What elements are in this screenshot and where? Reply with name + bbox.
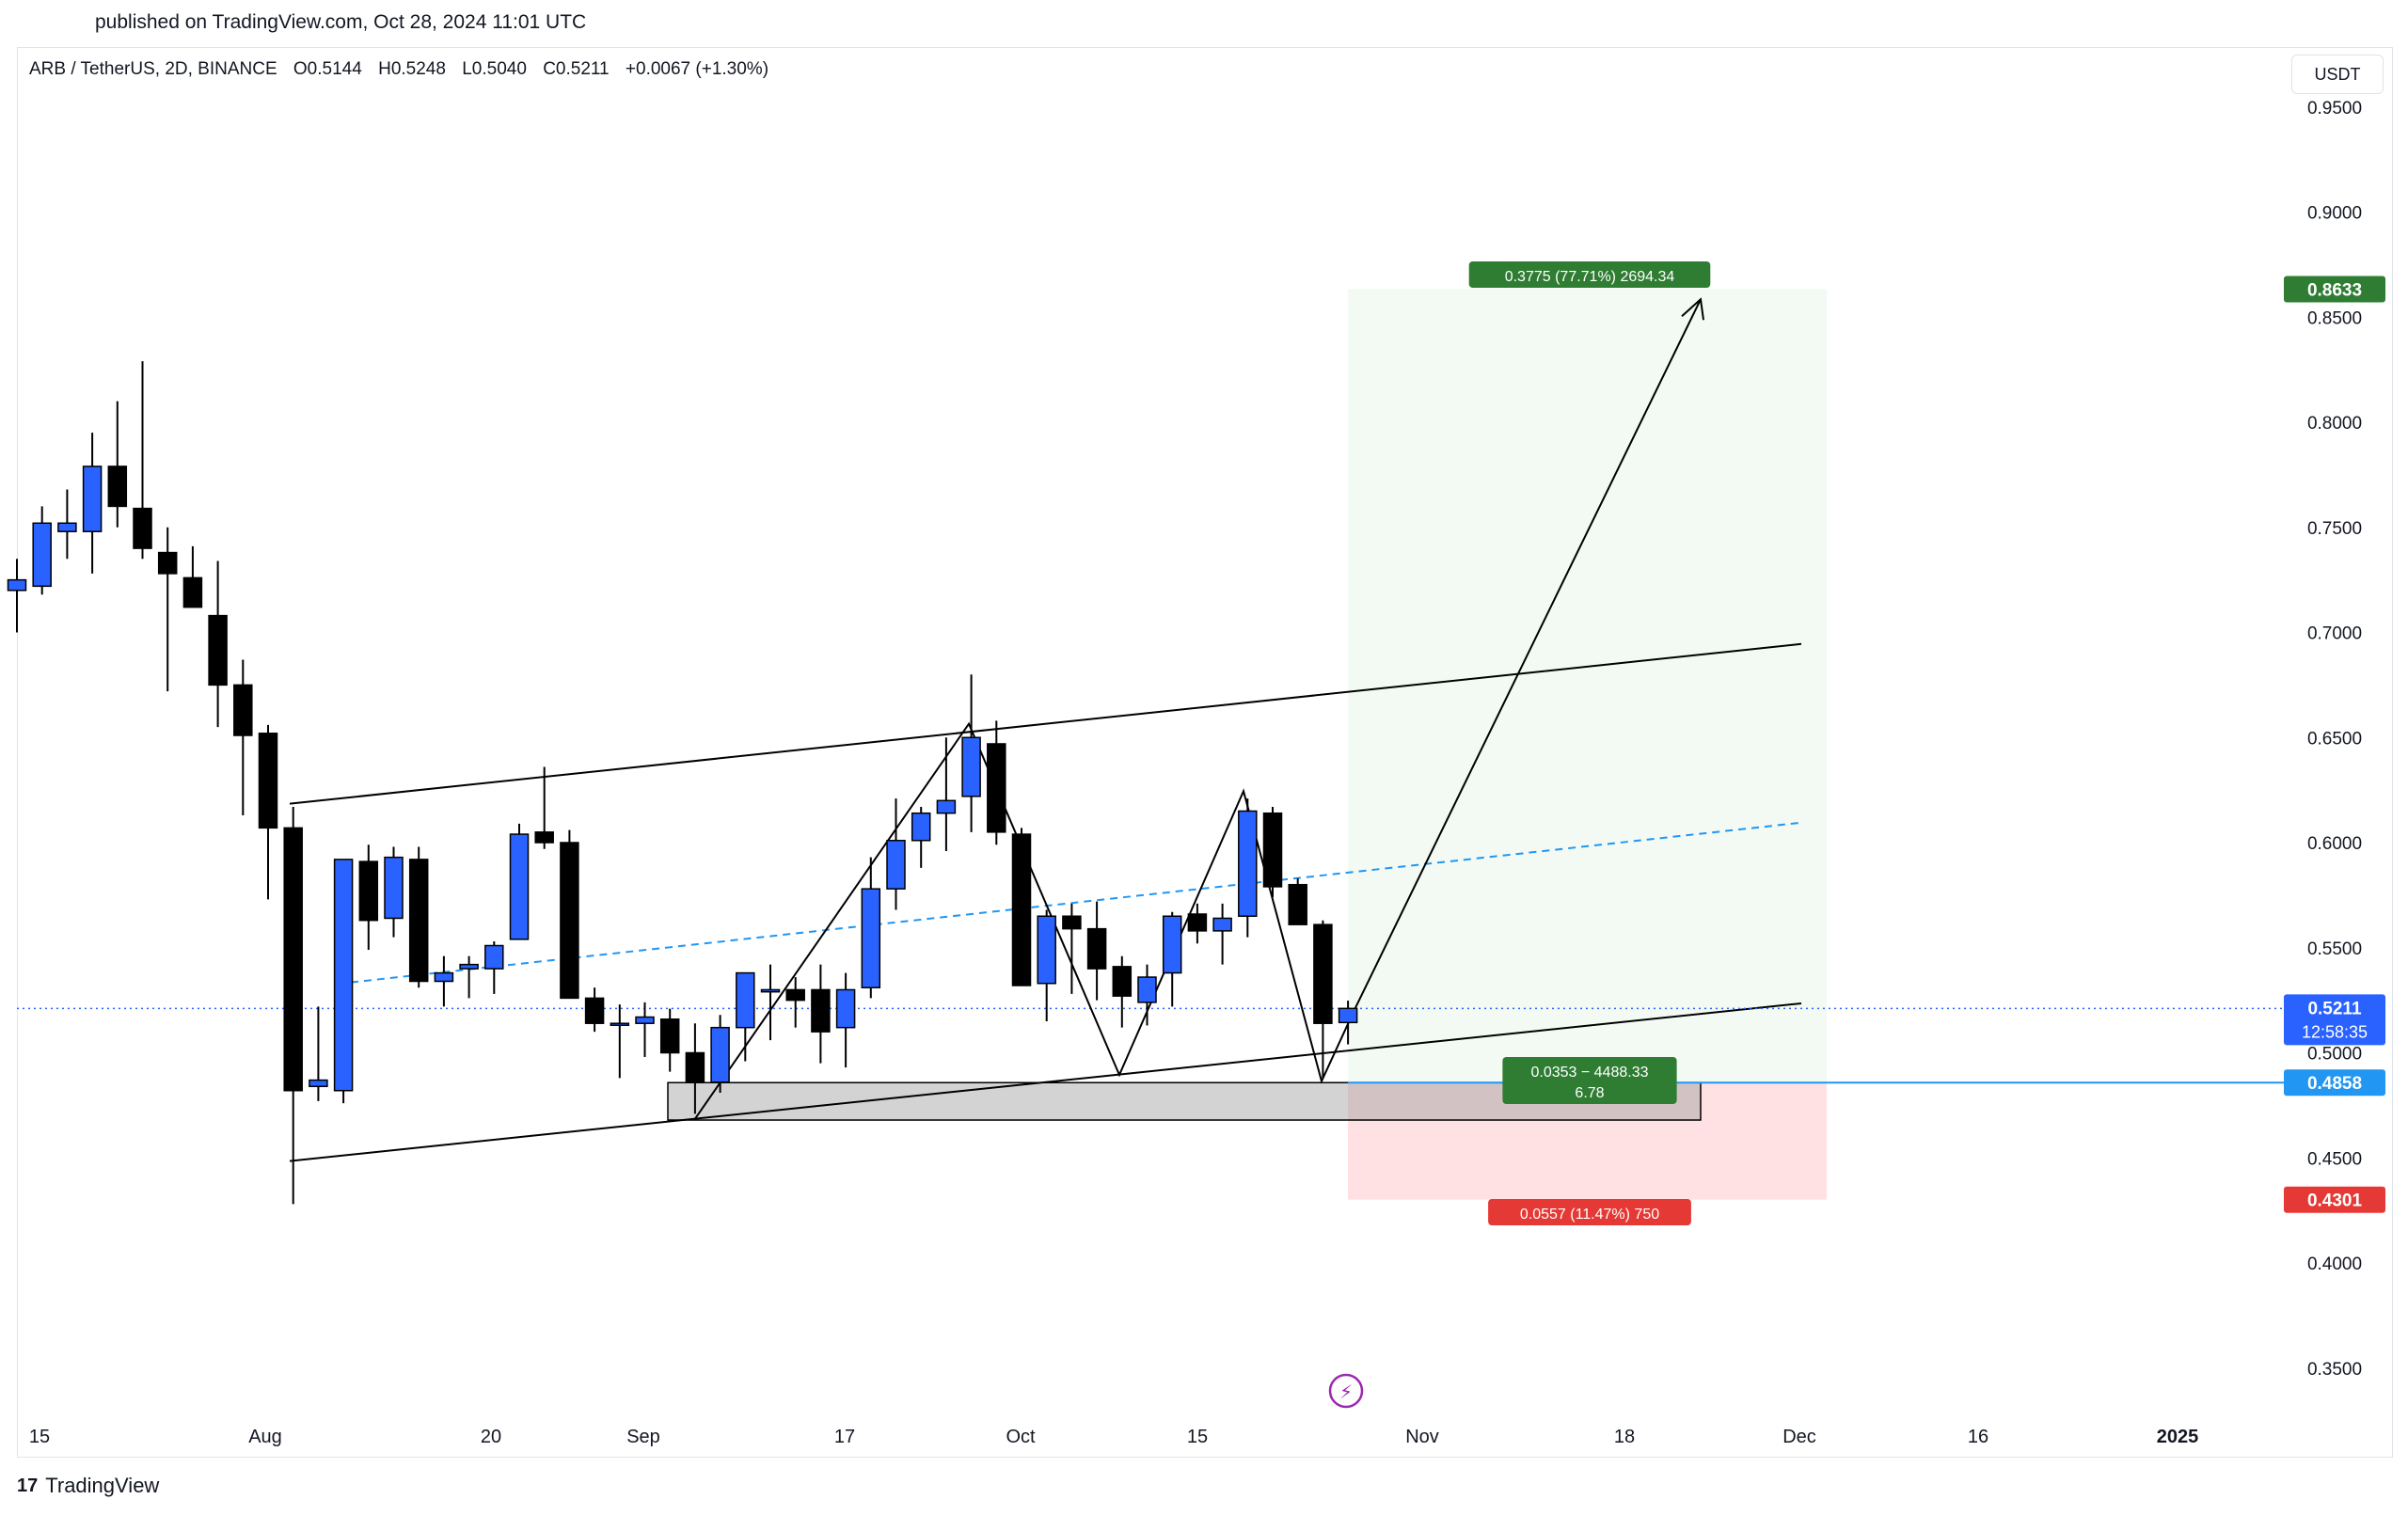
symbol-name[interactable]: ARB / TetherUS, 2D, BINANCE (29, 59, 277, 79)
chart-panel[interactable] (17, 47, 2393, 1458)
footer-brand: 17 TradingView (17, 1474, 159, 1498)
low-value: L0.5040 (462, 59, 527, 79)
symbol-legend: ARB / TetherUS, 2D, BINANCE O0.5144 H0.5… (29, 59, 780, 80)
currency-button[interactable]: USDT (2291, 55, 2384, 94)
tradingview-wordmark: TradingView (45, 1474, 160, 1497)
close-value: C0.5211 (543, 59, 610, 79)
open-value: O0.5144 (293, 59, 362, 79)
published-caption: published on TradingView.com, Oct 28, 20… (95, 11, 587, 33)
high-value: H0.5248 (378, 59, 446, 79)
tradingview-logo-icon: 17 (17, 1475, 39, 1496)
change-value: +0.0067 (+1.30%) (625, 59, 769, 79)
